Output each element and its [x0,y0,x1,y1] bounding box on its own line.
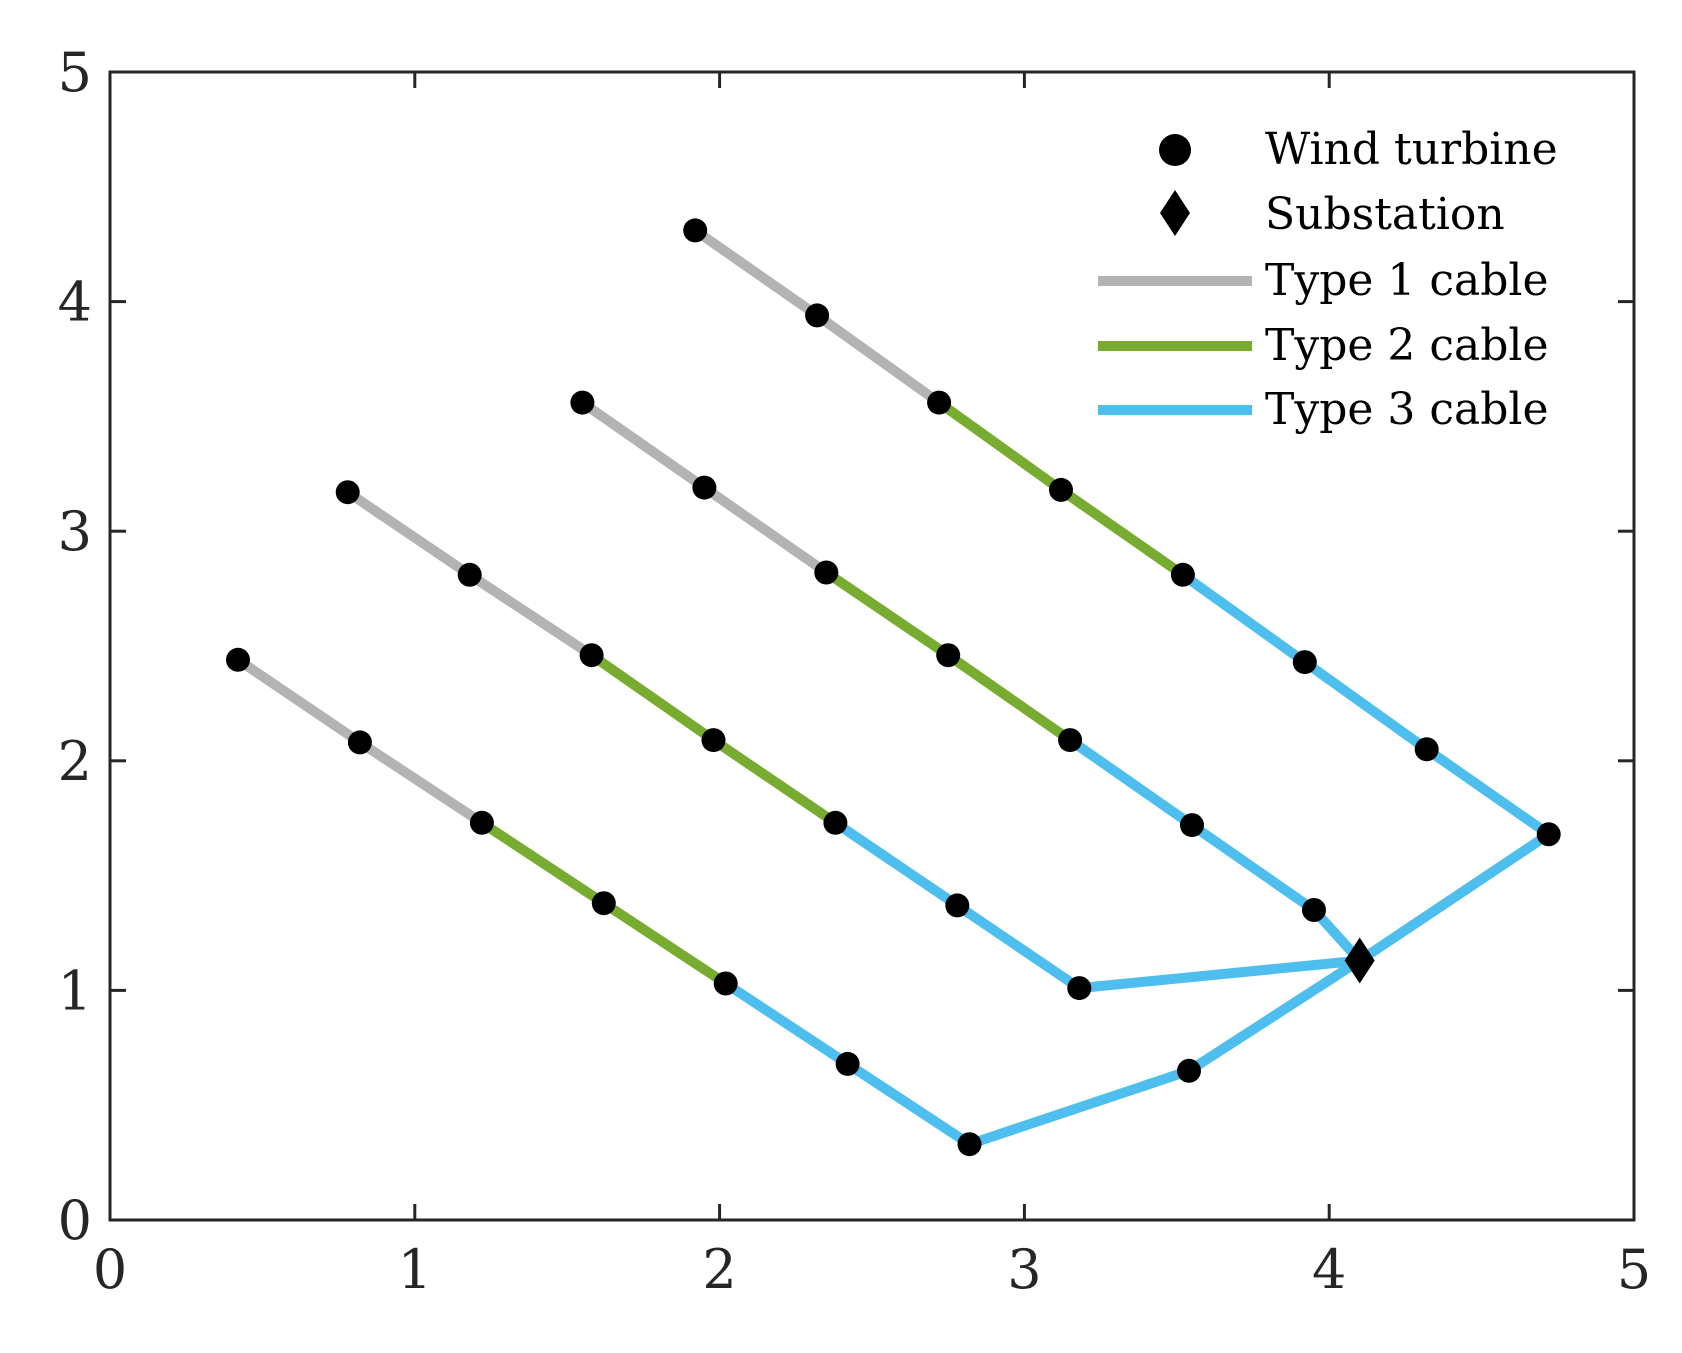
points-layer [226,218,1561,1157]
wind-turbine-point-28 [1414,737,1439,762]
cable-type3-segment-5 [832,818,1361,994]
wind-turbine-point-18 [936,643,961,668]
cable-type3-segment-8 [1067,735,1364,964]
legend-substation-label: Substation [1265,189,1505,240]
y-tick-label-0: 0 [58,1189,92,1252]
y-tick-label-3: 3 [58,500,92,563]
y-tick-label-5: 5 [58,41,92,104]
wind-turbine-point-8 [335,480,360,505]
substation-marker [1344,937,1375,984]
wind-turbine-point-10 [579,643,604,668]
wind-turbine-point-5 [835,1051,860,1076]
x-tick-label-3: 3 [1007,1238,1041,1301]
y-tick-label-1: 1 [58,959,92,1022]
legend-wind-turbine-label: Wind turbine [1265,124,1558,175]
legend: Wind turbine Substation Type 1 cable Typ… [1080,120,1600,450]
wind-turbine-point-16 [692,475,717,500]
wind-turbine-point-3 [591,891,616,916]
wind-turbine-point-13 [945,893,970,918]
x-tick-label-4: 4 [1312,1238,1346,1301]
legend-wind-turbine-marker-icon [1159,134,1191,166]
wind-turbine-point-21 [1302,898,1326,922]
x-tick-label-2: 2 [702,1238,736,1301]
y-tick-label-4: 4 [58,271,92,334]
wind-turbine-point-19 [1058,728,1083,753]
wind-turbine-point-24 [927,390,952,415]
wind-turbine-point-0 [226,647,250,672]
wind-turbine-point-2 [469,810,494,835]
wind-turbine-point-11 [701,728,726,753]
y-tick-label-2: 2 [58,730,92,793]
wind-turbine-point-17 [814,560,839,585]
legend-substation-marker-icon [1160,190,1190,236]
x-tick-label-0: 0 [93,1238,127,1301]
wind-turbine-point-23 [805,303,830,328]
wind-turbine-point-4 [713,971,738,996]
wind-turbine-point-9 [457,562,482,587]
axes-box [108,70,1636,1222]
axes-layer: 0 1 2 3 4 5 0 1 2 3 4 5 [58,41,1652,1301]
x-tick-label-1: 1 [398,1238,432,1301]
wind-turbine-point-26 [1170,562,1195,587]
wind-turbine-point-14 [1067,976,1092,1001]
wind-turbine-point-15 [570,390,595,415]
legend-type1-label: Type 1 cable [1265,255,1549,306]
legend-type3-label: Type 3 cable [1265,384,1549,435]
wind-turbine-point-27 [1292,650,1317,675]
wind-turbine-point-22 [683,218,708,243]
legend-type2-label: Type 2 cable [1265,320,1549,371]
wind-turbine-point-20 [1180,813,1204,838]
wind-turbine-point-6 [957,1132,982,1157]
wind-turbine-point-12 [823,810,848,835]
x-tick-label-5: 5 [1617,1238,1651,1301]
wind-turbine-point-1 [347,730,372,755]
wind-turbine-point-29 [1536,822,1561,847]
wind-turbine-point-7 [1177,1058,1201,1083]
wind-turbine-point-25 [1049,477,1073,502]
